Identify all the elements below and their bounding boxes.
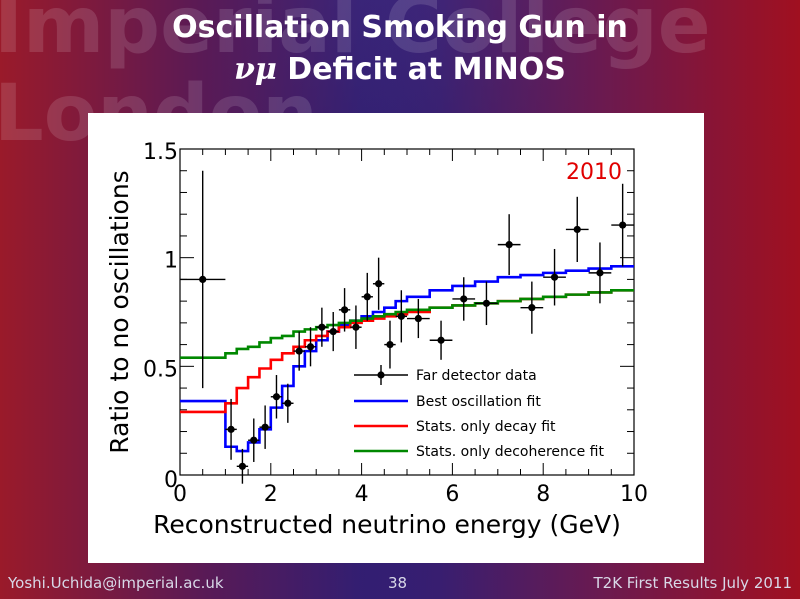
legend-label-3: Stats. only decoherence fit <box>416 444 604 460</box>
x-tick-label: 6 <box>445 482 459 507</box>
data-point <box>528 304 536 312</box>
data-point <box>437 336 445 344</box>
y-tick-label: 1.5 <box>143 140 178 165</box>
data-point <box>318 323 326 331</box>
footer-email: Yoshi.Uchida@imperial.ac.uk <box>8 574 224 592</box>
x-tick-label: 2 <box>264 482 278 507</box>
data-point <box>352 323 360 331</box>
x-tick-label: 4 <box>355 482 369 507</box>
legend-label-1: Best oscillation fit <box>416 394 541 410</box>
data-point <box>238 462 247 470</box>
ratio-chart: 0 2 4 6 8 10 0 0.5 1 1.5 Reconstructed neutrino en… <box>105 140 648 539</box>
data-point <box>596 269 604 277</box>
numu-symbol: νμ <box>234 52 277 87</box>
footer-event: T2K First Results July 2011 <box>593 574 793 592</box>
legend-data-label: Far detector data <box>416 368 537 384</box>
data-point <box>386 341 394 349</box>
footer-page-number: 38 <box>388 574 408 592</box>
data-point <box>505 241 513 249</box>
data-point <box>261 423 269 431</box>
data-point <box>482 299 491 307</box>
data-point <box>573 225 581 234</box>
legend-label-2: Stats. only decay fit <box>416 419 556 435</box>
legend-data-marker-dot <box>377 371 385 379</box>
x-tick-label: 8 <box>536 482 550 507</box>
slide-title-line2-text: Deficit at MINOS <box>276 52 566 87</box>
series-line-1 <box>180 265 634 453</box>
year-annotation: 2010 <box>566 160 622 185</box>
data-point <box>375 280 383 288</box>
data-point <box>329 327 337 336</box>
y-axis-label: Ratio to no oscillations <box>105 170 134 453</box>
y-tick-label: 0.5 <box>143 357 178 382</box>
data-point <box>460 295 468 303</box>
x-tick-label: 0 <box>173 482 187 507</box>
slide-title-line1: Oscillation Smoking Gun in <box>172 10 628 45</box>
data-point <box>199 275 207 283</box>
y-tick-label: 0 <box>164 468 178 493</box>
data-point <box>306 343 315 351</box>
series-line-2 <box>180 288 634 414</box>
data-point <box>397 312 405 320</box>
data-point <box>284 399 292 407</box>
data-point <box>363 293 371 301</box>
slide-title-line2: νμ Deficit at MINOS <box>0 52 800 87</box>
x-axis-label: Reconstructed neutrino energy (GeV) <box>153 510 621 539</box>
data-point <box>414 314 422 323</box>
data-point <box>272 393 281 401</box>
data-point <box>619 221 627 229</box>
data-point <box>550 273 559 281</box>
y-tick-label: 1 <box>164 249 178 274</box>
data-point <box>295 347 303 355</box>
x-tick-label: 10 <box>620 482 648 507</box>
data-point <box>250 436 258 444</box>
series-line-3 <box>180 288 634 359</box>
data-point <box>340 306 349 314</box>
data-point <box>227 425 235 433</box>
plot-panel: 0 2 4 6 8 10 0 0.5 1 1.5 Reconstructed neutrino en… <box>88 113 704 563</box>
